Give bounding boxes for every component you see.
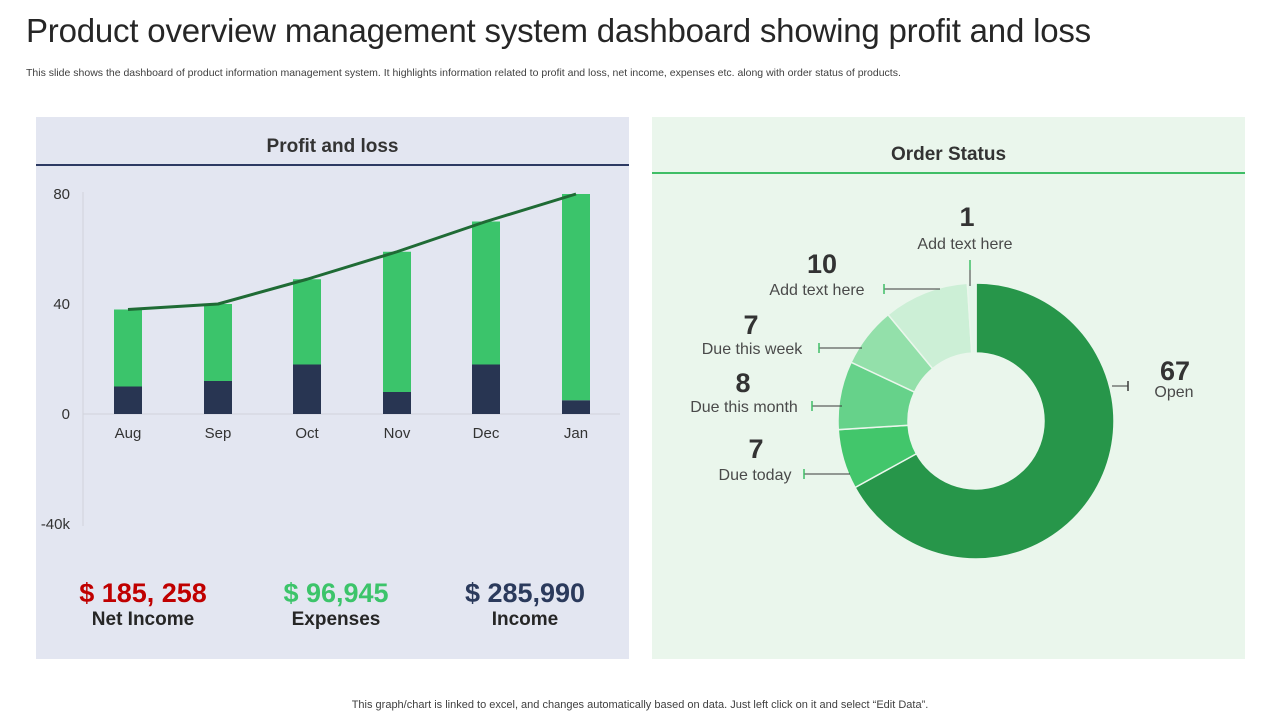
x-tick-label: Jan	[564, 425, 588, 442]
bar-top-dec	[472, 221, 500, 365]
donut-category-label: Add text here	[917, 236, 1012, 253]
page-title: Product overview management system dashb…	[26, 12, 1091, 49]
kpi-income: $ 285,990 Income	[425, 578, 625, 632]
x-tick-label: Dec	[473, 425, 500, 442]
footer-note: This graph/chart is linked to excel, and…	[351, 699, 929, 711]
bar-base-oct	[293, 364, 321, 414]
bar-top-oct	[293, 279, 321, 365]
trend-line	[127, 192, 577, 311]
donut-slice-open	[854, 282, 1115, 560]
x-tick-label: Aug	[115, 425, 142, 442]
donut-value-label: 10	[807, 249, 837, 279]
donut-value-label: 8	[735, 368, 750, 398]
profit-loss-divider	[36, 164, 629, 166]
kpi-income-value: $ 285,990	[464, 578, 586, 608]
donut-value-label: 7	[748, 434, 763, 464]
x-tick-label: Oct	[295, 425, 319, 442]
donut-category-label: Due today	[719, 467, 792, 484]
bar-base-sep	[204, 381, 232, 414]
page-subtitle: This slide shows the dashboard of produc…	[26, 67, 901, 79]
bar-top-jan	[562, 194, 590, 401]
bar-base-aug	[114, 386, 142, 414]
kpi-net-income: $ 185, 258 Net Income	[43, 578, 243, 632]
donut-category-label: Due this week	[702, 341, 803, 358]
donut-category-label: Open	[1154, 384, 1193, 401]
order-status-panel	[652, 117, 1245, 659]
profit-loss-header: Profit and loss	[266, 136, 399, 157]
order-status-divider	[652, 172, 1245, 174]
x-tick-label: Sep	[205, 425, 232, 442]
kpi-net-income-label: Net Income	[91, 609, 195, 630]
kpi-net-income-value: $ 185, 258	[79, 578, 207, 608]
donut-value-label: 7	[743, 310, 758, 340]
kpi-expenses-label: Expenses	[291, 609, 381, 630]
donut-category-label: Add text here	[769, 282, 864, 299]
bar-top-nov	[383, 251, 411, 392]
kpi-expenses: $ 96,945 Expenses	[236, 578, 436, 632]
order-status-header: Order Status	[890, 144, 1007, 165]
y-tick-label: 40	[53, 296, 70, 313]
bar-base-dec	[472, 364, 500, 414]
donut-value-label: 1	[959, 202, 974, 232]
kpi-expenses-value: $ 96,945	[283, 578, 389, 608]
bar-top-aug	[114, 309, 142, 387]
y-tick-label: 80	[53, 186, 70, 203]
bar-top-sep	[204, 304, 232, 381]
y-tick-label: 0	[62, 406, 70, 423]
bar-base-jan	[562, 400, 590, 414]
y-tick-label: -40k	[41, 516, 71, 533]
x-tick-label: Nov	[384, 425, 411, 442]
kpi-income-label: Income	[491, 609, 559, 630]
bar-base-nov	[383, 392, 411, 414]
donut-category-label: Due this month	[690, 399, 798, 416]
donut-value-label: 67	[1160, 356, 1190, 386]
